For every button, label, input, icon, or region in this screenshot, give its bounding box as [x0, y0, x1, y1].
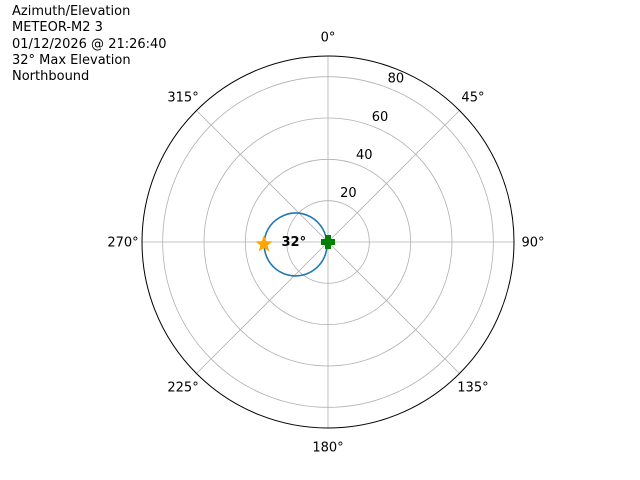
- pass-direction: Northbound: [12, 69, 90, 85]
- theta-gridline: [196, 110, 329, 243]
- r-tick-label: 80: [388, 72, 405, 87]
- max-elevation-label: 32°: [282, 235, 307, 250]
- pass-info: Azimuth/Elevation METEOR-M2 3 01/12/2026…: [12, 4, 167, 85]
- satellite-name: METEOR-M2 3: [12, 20, 103, 36]
- r-tick-label: 40: [356, 148, 373, 163]
- max-elevation-star-marker: [255, 235, 273, 252]
- theta-tick-label: 135°: [457, 380, 488, 395]
- theta-tick-label: 315°: [167, 91, 198, 106]
- info-title: Azimuth/Elevation: [12, 4, 131, 19]
- r-tick-label: 20: [340, 186, 357, 201]
- max-elevation: 32° Max Elevation: [12, 52, 131, 68]
- theta-tick-label: 180°: [312, 441, 343, 456]
- theta-tick-label: 270°: [107, 236, 138, 251]
- start-plus-marker: [321, 235, 335, 249]
- theta-gridline: [196, 241, 329, 374]
- polar-frame: [141, 55, 515, 429]
- theta-tick-label: 225°: [167, 380, 198, 395]
- r-tick-label: 60: [372, 110, 389, 125]
- theta-gridline: [327, 110, 460, 243]
- theta-gridline: [327, 241, 460, 374]
- theta-tick-label: 90°: [521, 236, 544, 251]
- theta-tick-label: 45°: [461, 91, 484, 106]
- pass-datetime: 01/12/2026 @ 21:26:40: [12, 36, 167, 52]
- theta-tick-label: 0°: [321, 31, 336, 46]
